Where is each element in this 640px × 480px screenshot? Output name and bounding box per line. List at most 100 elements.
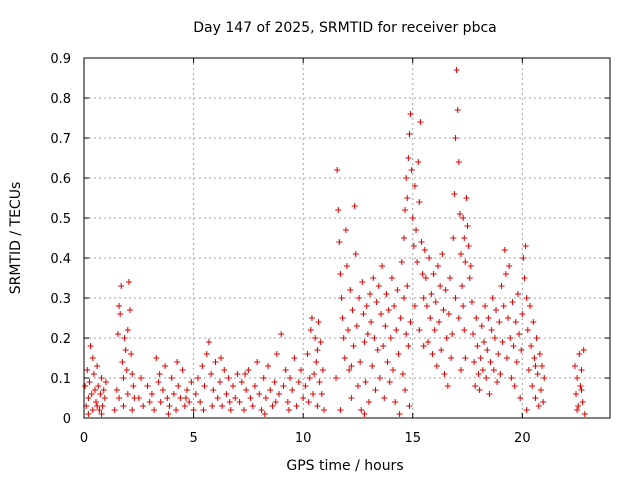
data-point bbox=[575, 403, 582, 409]
data-point bbox=[217, 355, 224, 361]
data-point bbox=[205, 339, 212, 345]
data-point bbox=[262, 395, 269, 401]
data-point bbox=[182, 395, 189, 401]
data-point bbox=[461, 327, 468, 333]
y-tick-label: 0.6 bbox=[50, 172, 71, 187]
data-point bbox=[386, 379, 393, 385]
data-point bbox=[404, 283, 411, 289]
data-point bbox=[335, 207, 342, 213]
data-point bbox=[398, 259, 405, 265]
data-point bbox=[125, 279, 132, 285]
data-point bbox=[344, 263, 350, 269]
data-point bbox=[499, 339, 506, 345]
data-point bbox=[447, 275, 454, 281]
data-point bbox=[498, 283, 505, 289]
data-point bbox=[428, 291, 435, 297]
data-point bbox=[432, 299, 439, 305]
data-point bbox=[410, 243, 417, 249]
x-tick-label: 0 bbox=[80, 431, 88, 446]
data-point bbox=[306, 375, 313, 381]
data-point bbox=[405, 155, 412, 161]
data-point bbox=[477, 355, 484, 361]
data-point bbox=[374, 347, 381, 353]
data-point bbox=[114, 331, 121, 337]
data-point bbox=[382, 323, 389, 329]
data-point bbox=[459, 283, 466, 289]
data-point bbox=[124, 327, 131, 333]
data-point bbox=[123, 367, 130, 373]
data-point bbox=[423, 303, 430, 309]
data-point bbox=[245, 367, 252, 373]
data-point bbox=[456, 211, 463, 217]
data-point bbox=[117, 311, 124, 317]
data-point bbox=[315, 319, 322, 325]
data-point bbox=[406, 131, 413, 137]
data-point bbox=[442, 287, 449, 293]
data-point bbox=[236, 399, 243, 405]
data-point bbox=[402, 207, 409, 213]
data-point bbox=[88, 391, 95, 397]
data-point bbox=[111, 407, 118, 413]
data-point bbox=[291, 355, 298, 361]
data-point bbox=[436, 319, 443, 325]
data-point bbox=[490, 367, 497, 373]
data-point bbox=[427, 315, 434, 321]
y-tick-label: 0.3 bbox=[50, 292, 71, 307]
data-point bbox=[440, 307, 447, 313]
data-point bbox=[101, 395, 108, 401]
data-point bbox=[577, 383, 584, 389]
data-point bbox=[497, 371, 504, 377]
data-point bbox=[173, 407, 180, 413]
data-point bbox=[361, 339, 368, 345]
data-point bbox=[508, 375, 515, 381]
data-point bbox=[151, 407, 158, 413]
data-point bbox=[433, 363, 440, 369]
data-point bbox=[501, 247, 508, 253]
data-point bbox=[503, 355, 510, 361]
data-point bbox=[175, 383, 182, 389]
data-point bbox=[384, 359, 391, 365]
data-point bbox=[225, 375, 232, 381]
data-point bbox=[392, 399, 399, 405]
x-tick-label: 5 bbox=[189, 431, 197, 446]
data-point bbox=[397, 315, 404, 321]
data-point bbox=[485, 315, 492, 321]
data-point bbox=[407, 319, 414, 325]
data-point bbox=[390, 367, 397, 373]
data-point bbox=[483, 375, 490, 381]
data-point bbox=[457, 251, 464, 257]
data-point bbox=[450, 235, 457, 241]
x-tick-labels: 0 5 10 15 20 bbox=[80, 431, 531, 446]
data-point bbox=[219, 403, 226, 409]
data-point bbox=[365, 399, 372, 405]
data-point bbox=[393, 327, 400, 333]
data-point bbox=[192, 391, 199, 397]
data-point bbox=[518, 347, 525, 353]
data-point bbox=[342, 227, 349, 233]
data-point bbox=[426, 255, 433, 261]
data-point bbox=[89, 407, 96, 413]
data-point bbox=[334, 167, 341, 173]
data-point bbox=[256, 391, 263, 397]
data-point bbox=[373, 299, 380, 305]
data-point bbox=[476, 387, 483, 393]
data-point bbox=[273, 351, 280, 357]
data-point bbox=[360, 311, 367, 317]
data-point bbox=[385, 307, 392, 313]
data-point bbox=[460, 303, 467, 309]
data-point bbox=[579, 399, 586, 405]
data-point bbox=[276, 391, 283, 397]
data-point bbox=[486, 391, 493, 397]
data-point bbox=[461, 235, 468, 241]
data-point bbox=[462, 355, 469, 361]
data-point bbox=[336, 239, 343, 245]
data-point bbox=[391, 303, 398, 309]
data-point bbox=[387, 335, 394, 341]
data-point bbox=[574, 407, 581, 413]
data-point bbox=[464, 223, 471, 229]
data-point bbox=[541, 375, 548, 381]
data-point bbox=[170, 391, 177, 397]
data-point bbox=[316, 379, 323, 385]
data-point bbox=[210, 387, 217, 393]
